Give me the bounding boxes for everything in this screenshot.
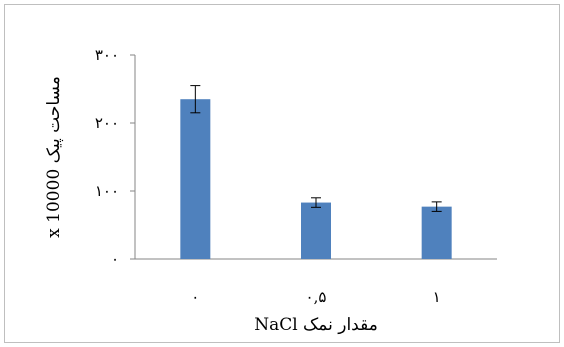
error-bar [431, 201, 442, 212]
bars [180, 99, 452, 259]
bar [301, 202, 331, 259]
error-bars [190, 85, 442, 212]
error-bar [190, 85, 201, 114]
bar-chart: ۰ ۱۰۰ ۲۰۰ ۳۰۰ ۰ ۰,۵ ۱ مقدار نمک NaCl مساحت پی… [44, 46, 497, 335]
y-tick-labels: ۰ ۱۰۰ ۲۰۰ ۳۰۰ [95, 46, 119, 268]
x-axis-title: مقدار نمک NaCl [254, 315, 378, 335]
y-axis-title: مساحت پیک x 10000 [44, 76, 64, 238]
x-tick-label: ۱ [433, 288, 441, 306]
error-bar [311, 197, 321, 208]
x-tick-label: ۰,۵ [306, 288, 327, 306]
bar [421, 206, 452, 259]
x-tick-label: ۰ [191, 288, 199, 306]
x-tick-labels: ۰ ۰,۵ ۱ [191, 288, 440, 306]
chart-frame: ۰ ۱۰۰ ۲۰۰ ۳۰۰ ۰ ۰,۵ ۱ مقدار نمک NaCl مساحت پی… [4, 4, 560, 343]
y-tick-label: ۱۰۰ [95, 182, 119, 200]
y-tick-label: ۰ [111, 250, 119, 268]
y-tick-label: ۲۰۰ [95, 114, 119, 132]
y-tick-label: ۳۰۰ [95, 46, 119, 64]
bar [180, 99, 211, 259]
